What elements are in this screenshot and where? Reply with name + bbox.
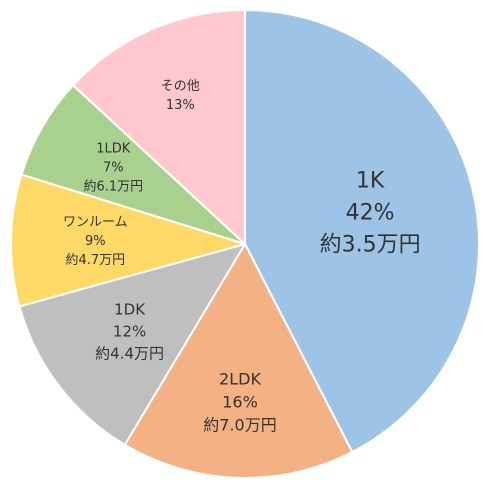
slice-amount-label: 約3.5万円 <box>320 233 421 258</box>
slice-percent-label: 16% <box>222 393 258 412</box>
slice-percent-label: 12% <box>113 322 146 340</box>
pie-labels: 1K 42% 約3.5万円 2LDK 16% 約7.0万円 1DK 12% 約4.4万円 ワンルー… <box>63 79 421 434</box>
slice-amount-label: 約7.0万円 <box>203 416 276 435</box>
slice-amount-label: 約6.1万円 <box>83 179 143 194</box>
slice-name-label: 1DK <box>114 300 146 318</box>
slice-label-5: 1LDK 7% 約6.1万円 <box>83 141 143 194</box>
slice-percent-label: 9% <box>85 234 106 249</box>
pie-slice-1 <box>244 9 481 453</box>
pie-slice-3 <box>18 243 246 446</box>
slice-name-label: 1K <box>356 169 385 194</box>
slice-amount-label: 約4.7万円 <box>65 253 125 268</box>
pie-slices <box>10 9 481 480</box>
slice-percent-label: 13% <box>166 98 195 113</box>
slice-label-6: その他 13% <box>161 79 200 113</box>
pie-slice-5 <box>20 84 246 245</box>
slice-name-label: ワンルーム <box>63 215 128 230</box>
pie-slice-4 <box>10 173 246 308</box>
slice-name-label: 2LDK <box>219 370 261 389</box>
slice-percent-label: 7% <box>103 160 124 175</box>
slice-percent-label: 42% <box>346 201 395 226</box>
slice-name-label: 1LDK <box>96 141 131 156</box>
slice-label-3: 1DK 12% 約4.4万円 <box>95 300 164 362</box>
slice-name-label: その他 <box>161 79 200 94</box>
pie-slice-2 <box>123 243 354 480</box>
slice-amount-label: 約4.4万円 <box>95 344 164 362</box>
slice-label-4: ワンルーム 9% 約4.7万円 <box>63 215 128 268</box>
slice-label-2: 2LDK 16% 約7.0万円 <box>203 370 276 435</box>
slice-label-1: 1K 42% 約3.5万円 <box>320 169 421 258</box>
pie-slice-6 <box>72 9 246 245</box>
